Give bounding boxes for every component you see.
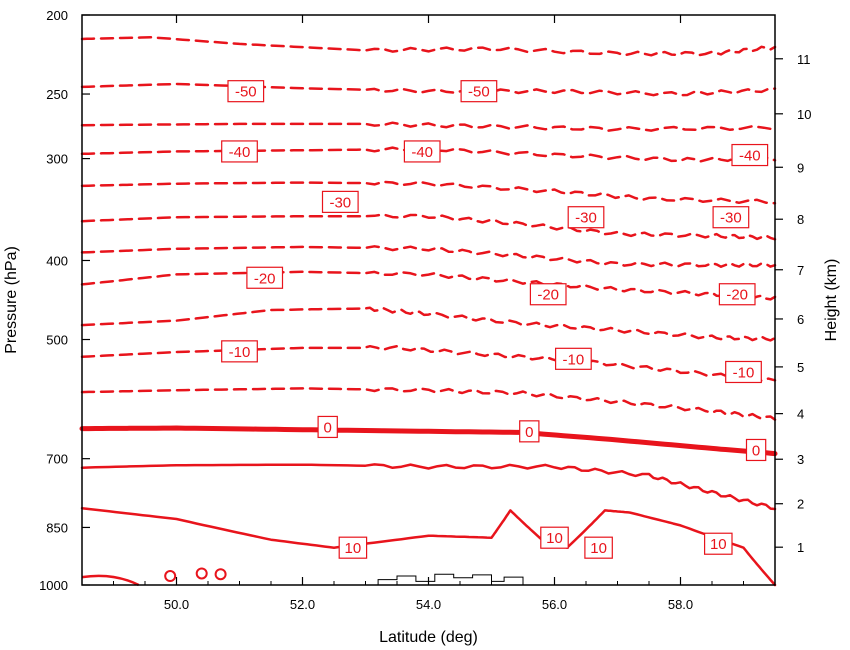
y-tick-label: 700	[46, 452, 68, 467]
contour-label: -20	[726, 287, 748, 304]
contour-label: -20	[537, 287, 559, 304]
y-tick-label: 500	[46, 333, 68, 348]
contour-label: 10	[710, 536, 727, 553]
x-tick-label: 50.0	[164, 597, 189, 612]
contour-line	[80, 245, 777, 268]
contour-label-box	[246, 266, 284, 289]
contour-label: -40	[739, 148, 761, 165]
y-axis-title: Pressure (hPa)	[3, 246, 20, 354]
contour-label-box	[529, 283, 567, 306]
y-tick-label: 850	[46, 520, 68, 535]
contour-label-box	[460, 80, 498, 103]
contour-label-box	[567, 206, 605, 229]
contour-labels: -50 -50 -40 -40 -40 -30 -30 -30 -20 -20 -20 -10 -10 -…	[221, 80, 769, 559]
contour-label: -30	[575, 210, 597, 227]
x-tick-label: 58.0	[668, 597, 693, 612]
contour-label-box	[227, 80, 265, 103]
y2-tick-label: 3	[797, 452, 804, 467]
y2-tick-label: 4	[797, 407, 804, 422]
contour-line	[80, 463, 777, 511]
contour-line	[80, 82, 777, 97]
y-tick-label: 300	[46, 152, 68, 167]
contour-line	[80, 306, 777, 342]
contour-label-box	[221, 140, 258, 163]
contour-label-box	[731, 143, 769, 167]
contour-label-box	[221, 340, 258, 363]
y2-tick-label: 11	[797, 52, 811, 67]
contour-label: 0	[324, 419, 332, 436]
y2-tick-label: 8	[797, 212, 804, 227]
contour-closed	[164, 570, 177, 583]
terrain-outline	[377, 573, 524, 585]
contour-label-box	[519, 420, 540, 443]
contour-line	[80, 180, 777, 205]
contour-label-box	[584, 536, 613, 559]
x-axis-title: Latitude (deg)	[379, 629, 478, 646]
y-tick-label: 1000	[39, 578, 68, 593]
contour-line	[80, 213, 777, 241]
y2-tick-label: 1	[797, 540, 804, 555]
contour-label: -10	[733, 364, 755, 381]
contour-line	[80, 36, 777, 57]
y-tick-label: 400	[46, 253, 68, 268]
contour-line	[80, 121, 777, 132]
x-tick-label: 54.0	[416, 597, 441, 612]
plot-frame	[81, 14, 776, 586]
terrain-line	[377, 573, 524, 585]
contour-label-box	[725, 360, 762, 384]
contour-label-box	[321, 190, 359, 213]
axis-ticks: 50.0 52.0 54.0 56.0 58.020025030040050070085…	[39, 8, 811, 612]
y2-axis-title: Height (km)	[823, 259, 840, 342]
contour-closed	[195, 567, 208, 580]
contour-label: 10	[345, 540, 362, 557]
contour-line	[80, 506, 777, 587]
contour-line	[81, 574, 140, 587]
y2-tick-label: 10	[797, 107, 811, 122]
contour-label: -20	[254, 270, 276, 287]
contour-label: -50	[235, 84, 257, 101]
contour-closed	[214, 568, 227, 581]
contour-line	[80, 270, 777, 301]
y2-tick-label: 6	[797, 312, 804, 327]
contour-line	[79, 425, 778, 457]
contour-label-box	[745, 438, 767, 462]
contour-label: -40	[411, 144, 433, 161]
contour-label-box	[712, 206, 750, 229]
contour-label: 10	[546, 530, 563, 547]
y2-tick-label: 5	[797, 360, 804, 375]
contour-label-box	[338, 536, 368, 559]
x-tick-label: 56.0	[542, 597, 567, 612]
contour-label: -30	[720, 210, 742, 227]
contour-label: -10	[563, 351, 585, 368]
contour-label: -40	[229, 144, 251, 161]
contour-label-box	[540, 526, 569, 549]
contour-label-box	[403, 140, 441, 163]
contour-label-box	[554, 347, 592, 370]
contour-line	[80, 344, 777, 382]
contour-label: -10	[229, 344, 251, 361]
y2-tick-label: 9	[797, 160, 804, 175]
contour-label: 10	[590, 540, 607, 557]
x-tick-label: 52.0	[290, 597, 315, 612]
contour-label-box	[703, 532, 733, 555]
contour-label-box	[317, 415, 338, 439]
contour-lines	[79, 36, 778, 587]
contour-label: 0	[752, 442, 760, 459]
contour-label: -30	[329, 194, 351, 211]
contour-label: 0	[525, 424, 533, 441]
contour-label: -50	[468, 84, 490, 101]
contour-line	[80, 387, 777, 421]
contour-label-box	[718, 283, 756, 306]
y2-tick-label: 7	[797, 263, 804, 278]
y-tick-label: 200	[46, 8, 68, 23]
y2-tick-label: 2	[797, 497, 804, 512]
y-tick-label: 250	[46, 87, 68, 102]
